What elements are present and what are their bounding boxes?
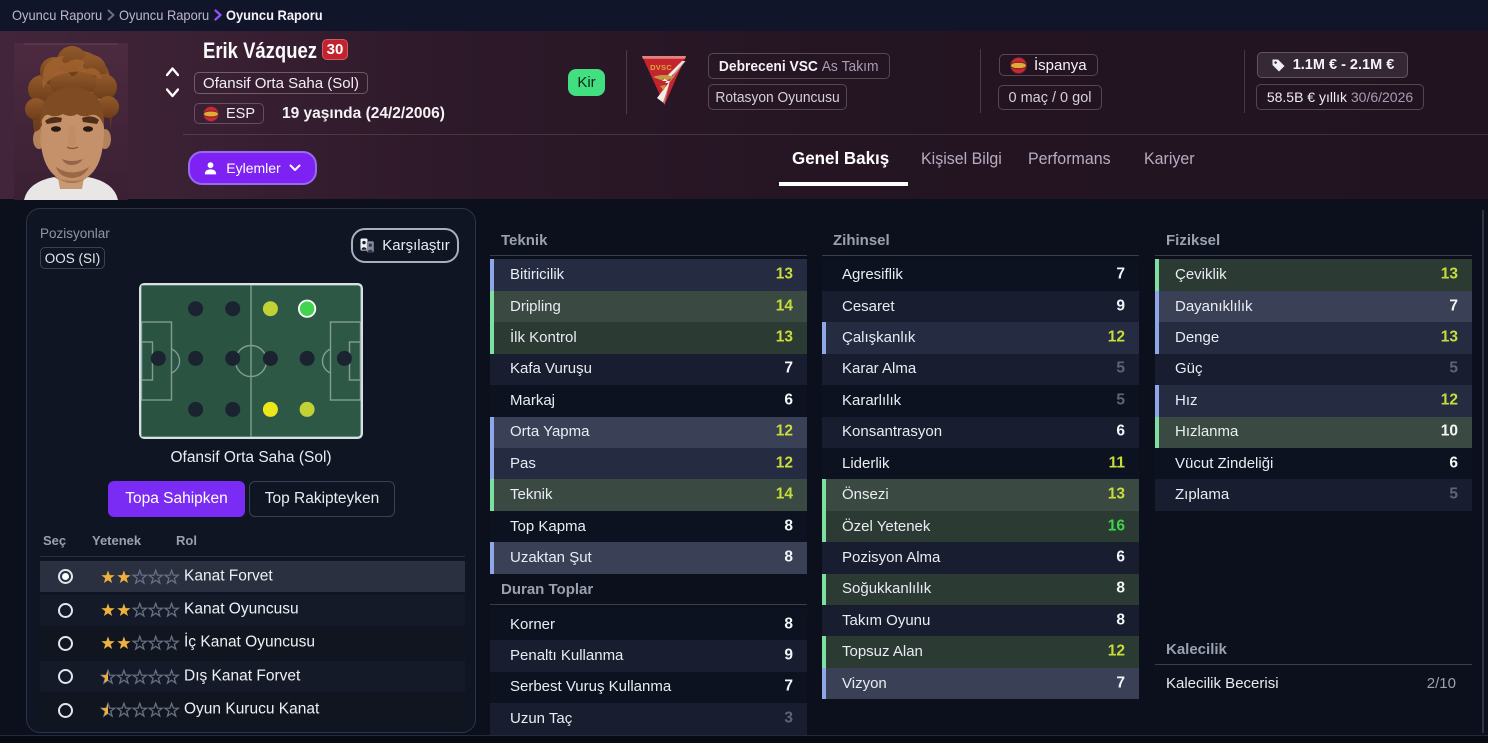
svg-text:DVSC: DVSC	[650, 63, 672, 72]
